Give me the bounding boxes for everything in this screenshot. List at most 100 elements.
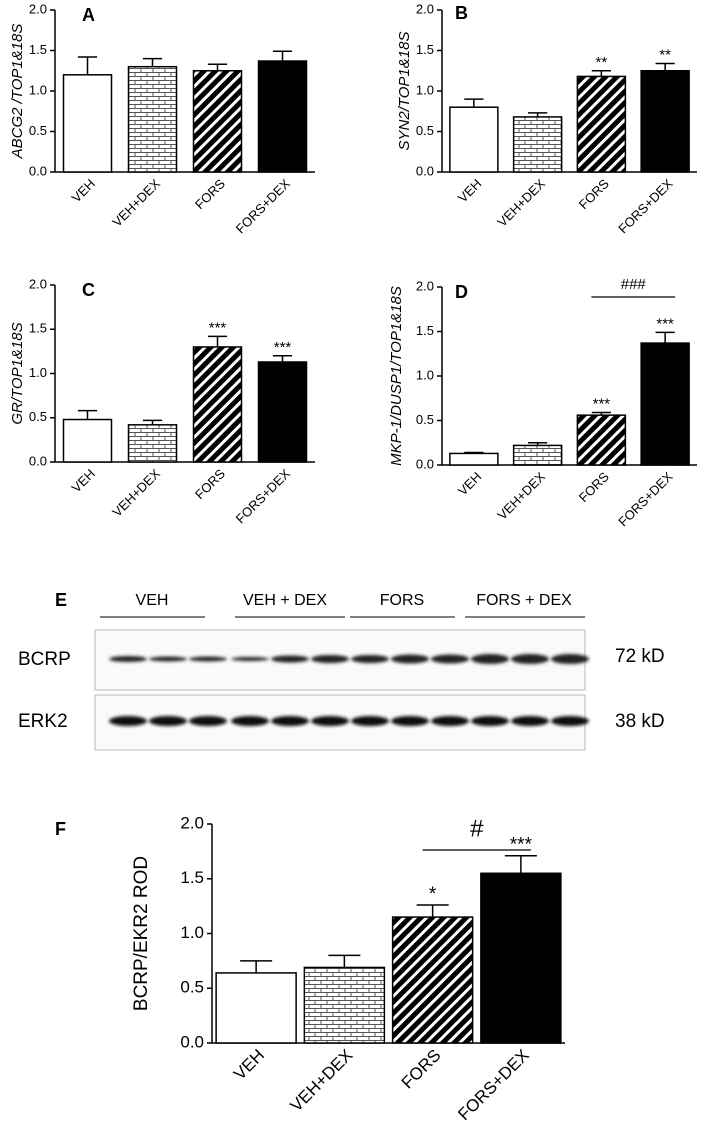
y-tick-label: 0.5 bbox=[416, 412, 434, 427]
band bbox=[351, 655, 389, 663]
significance: *** bbox=[593, 396, 611, 413]
bar bbox=[512, 444, 563, 466]
error-bar bbox=[272, 50, 293, 62]
y-axis-label: ABCG2 /TOP1&18S bbox=[9, 24, 26, 160]
x-tick-label: FORS+DEX bbox=[454, 1046, 533, 1125]
bracket-label: ### bbox=[621, 276, 647, 293]
error-bar bbox=[328, 954, 361, 968]
x-tick-label: VEH+DEX bbox=[286, 1046, 356, 1116]
error-bar bbox=[77, 56, 98, 75]
y-tick-label: 1.5 bbox=[180, 868, 204, 887]
error-bar bbox=[272, 355, 293, 362]
size-label: 38 kD bbox=[615, 711, 665, 732]
x-tick-label: VEH+DEX bbox=[494, 469, 548, 523]
y-tick-label: 1.0 bbox=[29, 82, 47, 97]
bar bbox=[257, 60, 308, 173]
panel-letter: B bbox=[455, 3, 468, 23]
y-tick-label: 1.0 bbox=[416, 367, 434, 382]
band bbox=[391, 716, 429, 726]
y-tick-label: 2.0 bbox=[29, 276, 47, 291]
y-tick-label: 1.0 bbox=[416, 82, 434, 97]
significance: *** bbox=[510, 835, 533, 856]
band bbox=[109, 656, 147, 662]
error-bar bbox=[207, 335, 228, 347]
bar bbox=[303, 966, 386, 1044]
bar bbox=[192, 70, 243, 173]
panel-letter: E bbox=[55, 590, 67, 610]
y-tick-label: 2.0 bbox=[416, 278, 434, 293]
bar bbox=[449, 106, 499, 173]
bar bbox=[576, 414, 627, 466]
y-tick-label: 0.5 bbox=[29, 123, 47, 138]
band bbox=[149, 656, 187, 662]
y-tick-label: 0.5 bbox=[416, 123, 434, 138]
western-blot: E VEH VEH + DEX FORS FORS + DEX BCRP ERK… bbox=[18, 590, 665, 751]
band bbox=[311, 716, 349, 726]
error-bar bbox=[504, 855, 537, 874]
x-tick-label: FORS bbox=[192, 176, 228, 212]
y-tick-label: 2.0 bbox=[416, 1, 434, 16]
x-tick-label: FORS bbox=[192, 466, 228, 502]
x-tick-label: VEH+DEX bbox=[109, 466, 163, 520]
x-tick-label: FORS+DEX bbox=[233, 466, 294, 527]
band bbox=[271, 655, 309, 663]
significance: *** bbox=[656, 316, 674, 333]
y-tick-label: 2.0 bbox=[180, 813, 204, 832]
error-bar bbox=[416, 904, 449, 918]
error-bar bbox=[142, 57, 163, 67]
bands bbox=[109, 654, 589, 726]
row-label: ERK2 bbox=[18, 711, 68, 732]
error-bar bbox=[464, 98, 484, 108]
x-tick-label: FORS bbox=[398, 1046, 445, 1093]
bar bbox=[480, 872, 562, 1044]
size-label: 72 kD bbox=[615, 646, 665, 667]
y-tick-label: 0.5 bbox=[29, 409, 47, 424]
band bbox=[471, 716, 509, 726]
band bbox=[231, 657, 269, 661]
significance: *** bbox=[209, 319, 227, 336]
bar bbox=[62, 418, 113, 463]
bar bbox=[640, 342, 690, 466]
x-tick-label: FORS+DEX bbox=[233, 176, 294, 237]
lane-group: FORS + DEX bbox=[476, 592, 572, 609]
bar bbox=[640, 70, 690, 173]
band bbox=[431, 716, 469, 726]
x-tick-label: VEH bbox=[69, 176, 99, 206]
band bbox=[431, 654, 469, 664]
x-tick-label: VEH+DEX bbox=[109, 176, 163, 230]
band bbox=[271, 716, 309, 726]
bar bbox=[127, 424, 178, 463]
error-bar bbox=[464, 451, 484, 454]
significance: *** bbox=[274, 339, 292, 356]
significance: ** bbox=[596, 54, 608, 71]
y-tick-label: 1.5 bbox=[416, 323, 434, 338]
error-bar bbox=[591, 411, 611, 416]
y-tick-label: 1.0 bbox=[180, 923, 204, 942]
panel-letter: D bbox=[455, 282, 468, 302]
panel-letter: A bbox=[82, 5, 95, 25]
x-tick-label: VEH bbox=[455, 469, 485, 499]
x-tick-label: FORS bbox=[576, 176, 612, 212]
band bbox=[551, 716, 589, 726]
x-tick-label: FORS+DEX bbox=[615, 176, 676, 237]
x-tick-label: FORS+DEX bbox=[615, 469, 676, 530]
bar bbox=[257, 361, 308, 463]
y-tick-label: 0.0 bbox=[180, 1032, 204, 1051]
band bbox=[551, 654, 589, 664]
y-axis-label: MKP-1/DUSP1/TOP1&18S bbox=[388, 286, 405, 466]
band bbox=[511, 716, 549, 726]
error-bar bbox=[655, 331, 675, 344]
y-tick-label: 1.5 bbox=[416, 42, 434, 57]
y-tick-label: 0.0 bbox=[29, 163, 47, 178]
significance: ** bbox=[659, 47, 671, 64]
row-label: BCRP bbox=[18, 649, 71, 670]
lane-group: FORS bbox=[380, 592, 424, 609]
y-tick-label: 1.5 bbox=[29, 321, 47, 336]
bar bbox=[391, 916, 474, 1044]
panel-letter: F bbox=[55, 819, 66, 839]
bar bbox=[449, 452, 499, 466]
bar bbox=[192, 346, 243, 463]
band bbox=[149, 716, 187, 726]
error-bar bbox=[528, 442, 548, 446]
band bbox=[511, 654, 549, 664]
